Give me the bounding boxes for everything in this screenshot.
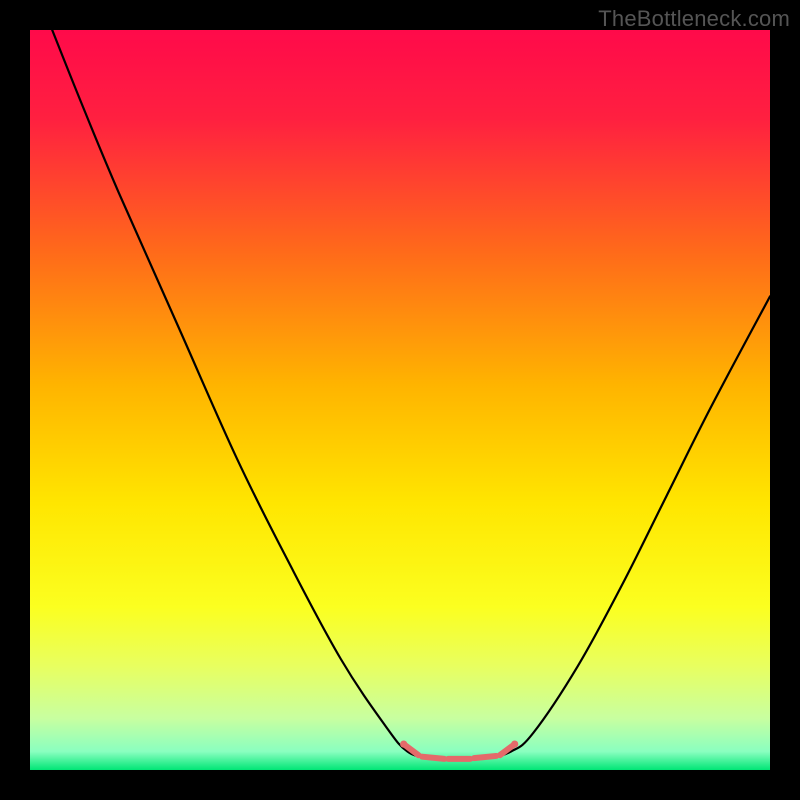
chart-area [30, 30, 770, 770]
attribution-text: TheBottleneck.com [598, 6, 790, 32]
gradient-background [30, 30, 770, 770]
chart-svg [30, 30, 770, 770]
